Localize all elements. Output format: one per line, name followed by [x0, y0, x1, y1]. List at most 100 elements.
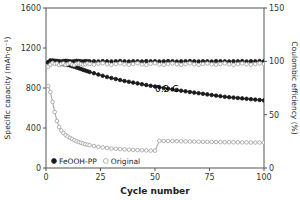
data-point: [88, 70, 92, 74]
x-tick: [209, 168, 210, 171]
data-point: [184, 140, 188, 144]
data-point: [55, 119, 59, 123]
data-point: [210, 140, 214, 144]
data-point: [162, 63, 166, 67]
data-point: [88, 143, 92, 147]
data-point: [101, 61, 105, 65]
data-point: [97, 145, 101, 149]
data-point: [258, 62, 262, 66]
data-point: [131, 148, 135, 152]
y2-tick: [264, 8, 267, 9]
data-point: [206, 93, 210, 97]
data-point: [184, 90, 188, 94]
data-point: [140, 149, 144, 153]
data-point: [149, 84, 153, 88]
y-tick-label: 0: [36, 164, 41, 173]
data-point: [123, 148, 127, 152]
data-point: [123, 79, 127, 83]
data-point: [140, 82, 144, 86]
data-point: [262, 62, 264, 66]
data-point: [92, 144, 96, 148]
y2-tick-label: 0: [269, 164, 274, 173]
y2-tick-label: 150: [269, 4, 284, 13]
data-point: [197, 91, 201, 95]
data-point: [114, 147, 118, 151]
data-point: [253, 62, 257, 66]
data-point: [223, 95, 227, 99]
chart: 0255075100040080012001600050100150Cycle …: [0, 0, 300, 200]
data-point: [140, 63, 144, 67]
data-point: [149, 62, 153, 66]
data-point: [110, 76, 114, 80]
data-point: [57, 125, 61, 129]
data-point: [127, 80, 131, 84]
x-tick-label: 25: [95, 173, 105, 182]
data-point: [201, 140, 205, 144]
data-point: [158, 139, 162, 143]
data-point: [127, 63, 131, 67]
data-point: [118, 62, 122, 66]
data-point: [249, 63, 253, 67]
data-point: [249, 97, 253, 101]
data-point: [192, 140, 196, 144]
data-point: [51, 100, 55, 104]
data-point: [210, 93, 214, 97]
data-point: [175, 62, 179, 66]
data-point: [105, 63, 109, 67]
data-point: [136, 61, 140, 65]
data-point: [223, 62, 227, 66]
data-point: [105, 75, 109, 79]
data-point: [232, 63, 236, 67]
y-tick: [43, 8, 46, 9]
plot-frame: [46, 8, 264, 168]
data-point: [206, 140, 210, 144]
data-point: [258, 141, 262, 145]
data-point: [127, 148, 131, 152]
data-point: [110, 63, 114, 67]
data-point: [46, 84, 50, 88]
data-point: [131, 62, 135, 66]
y2-tick-label: 50: [269, 111, 279, 120]
legend-marker: [103, 159, 108, 164]
y-tick-label: 1600: [21, 4, 41, 13]
y2-tick: [264, 114, 267, 115]
data-point: [232, 59, 236, 63]
data-point: [144, 63, 148, 67]
data-point: [262, 99, 264, 103]
data-point: [171, 62, 175, 66]
data-point: [136, 148, 140, 152]
data-point: [249, 59, 253, 63]
x-tick-label: 50: [150, 173, 160, 182]
data-point: [53, 110, 57, 114]
legend-label: Original: [111, 157, 140, 166]
legend-label: FeOOH-PP: [59, 157, 97, 166]
x-tick: [155, 168, 156, 171]
y-tick: [43, 128, 46, 129]
y-tick-label: 800: [26, 84, 41, 93]
data-point: [131, 81, 135, 85]
data-point: [149, 149, 153, 153]
data-point: [245, 62, 249, 66]
data-point: [197, 63, 201, 67]
data-point: [97, 73, 101, 77]
data-point: [223, 140, 227, 144]
x-tick: [100, 168, 101, 171]
data-point: [92, 63, 96, 67]
data-point: [184, 62, 188, 66]
data-point: [110, 147, 114, 151]
plot-data: [46, 59, 264, 153]
data-point: [227, 95, 231, 99]
data-point: [262, 141, 264, 145]
data-point: [236, 96, 240, 100]
data-point: [88, 62, 92, 66]
data-point: [219, 62, 223, 66]
y-tick-label: 400: [26, 124, 41, 133]
data-point: [136, 82, 140, 86]
series-line: [48, 61, 264, 101]
data-point: [123, 62, 127, 66]
x-axis-label: Cycle number: [120, 186, 190, 196]
data-point: [206, 62, 210, 66]
data-point: [232, 96, 236, 100]
data-point: [214, 94, 218, 98]
data-point: [214, 59, 218, 63]
